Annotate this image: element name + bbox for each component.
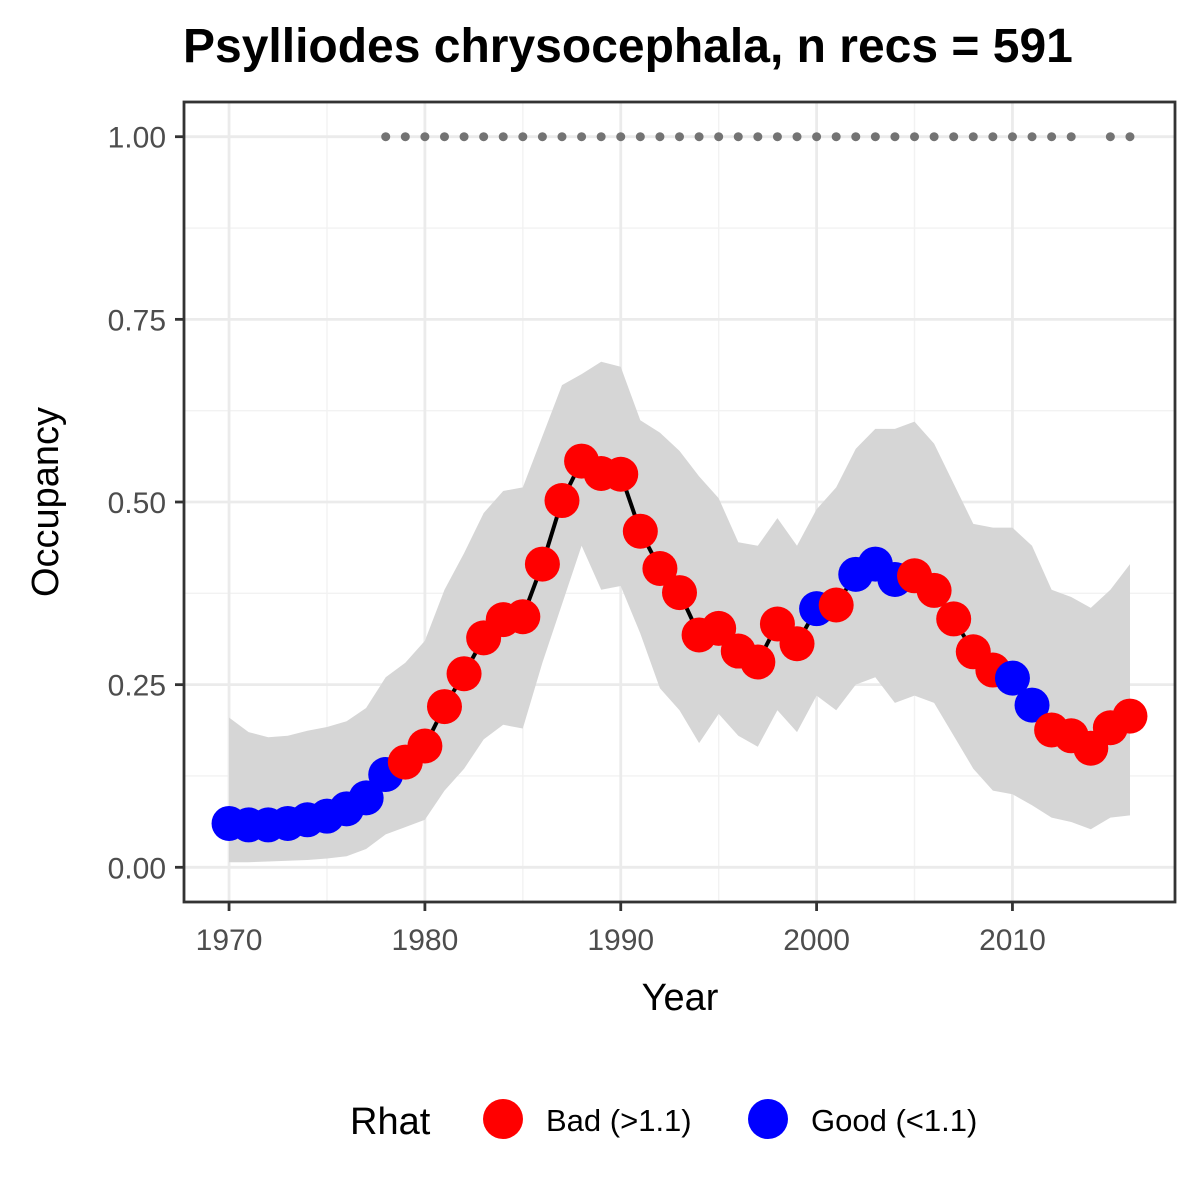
record-marker-2008 (968, 132, 978, 142)
occupancy-point-1997 (740, 644, 776, 680)
credible-interval-ribbon (229, 361, 1130, 863)
x-axis: 1970 1980 1990 2000 2010 (196, 902, 1046, 957)
occupancy-point-1999 (779, 626, 815, 662)
record-marker-1996 (733, 132, 743, 142)
record-marker-2003 (870, 132, 880, 142)
record-marker-2004 (890, 132, 900, 142)
record-marker-1983 (479, 132, 489, 142)
record-marker-1999 (792, 132, 802, 142)
occupancy-point-2010 (994, 660, 1030, 696)
record-marker-2000 (812, 132, 822, 142)
legend-bad-marker (483, 1099, 523, 1139)
y-tick-label: 0.75 (108, 304, 166, 337)
x-tick-label: 1990 (587, 924, 654, 957)
occupancy-point-2007 (936, 601, 972, 637)
record-marker-2010 (1007, 132, 1017, 142)
occupancy-point-1980 (407, 728, 443, 764)
record-marker-2009 (988, 132, 998, 142)
record-marker-2001 (831, 132, 841, 142)
y-tick-label: 0.50 (108, 487, 166, 520)
record-marker-1979 (400, 132, 410, 142)
record-marker-2015 (1105, 132, 1115, 142)
record-marker-1992 (655, 132, 665, 142)
record-marker-1985 (518, 132, 528, 142)
occupancy-point-1992 (642, 550, 678, 586)
record-marker-1991 (635, 132, 645, 142)
record-marker-2016 (1125, 132, 1135, 142)
record-marker-1982 (459, 132, 469, 142)
chart-title: Psylliodes chrysocephala, n recs = 591 (183, 20, 1073, 73)
record-marker-2002 (851, 132, 861, 142)
legend-good-label: Good (<1.1) (811, 1103, 977, 1138)
x-tick-label: 2000 (783, 924, 850, 957)
record-marker-1990 (616, 132, 626, 142)
record-marker-2012 (1047, 132, 1057, 142)
record-marker-2013 (1066, 132, 1076, 142)
occupancy-point-1987 (544, 483, 580, 519)
record-marker-2007 (949, 132, 959, 142)
record-marker-2011 (1027, 132, 1037, 142)
y-tick-label: 0.00 (108, 852, 166, 885)
occupancy-point-1993 (662, 575, 697, 611)
record-marker-1987 (557, 132, 567, 142)
record-marker-1998 (772, 132, 782, 142)
occupancy-point-1981 (426, 689, 462, 725)
record-marker-2006 (929, 132, 939, 142)
occupancy-point-2016 (1112, 698, 1148, 734)
occupancy-point-2011 (1014, 687, 1050, 723)
plot-panel (182, 100, 1177, 904)
record-marker-1994 (694, 132, 704, 142)
occupancy-point-1990 (603, 456, 639, 492)
record-marker-1981 (439, 132, 449, 142)
record-marker-1997 (753, 132, 763, 142)
y-tick-label: 1.00 (108, 122, 166, 155)
y-tick-label: 0.25 (108, 670, 166, 703)
x-tick-label: 2010 (979, 924, 1046, 957)
y-axis: 0.00 0.25 0.50 0.75 1.00 (108, 122, 184, 885)
legend-bad-label: Bad (>1.1) (546, 1103, 692, 1138)
occupancy-point-2001 (818, 587, 854, 623)
x-tick-label: 1980 (392, 924, 459, 957)
record-marker-1989 (596, 132, 606, 142)
occupancy-point-1982 (446, 656, 482, 692)
occupancy-point-1977 (348, 780, 384, 816)
record-marker-1984 (498, 132, 508, 142)
occupancy-point-1991 (622, 513, 658, 549)
legend-title: Rhat (350, 1101, 431, 1143)
occupancy-point-1995 (701, 610, 737, 646)
legend: Rhat Bad (>1.1) Good (<1.1) (350, 1099, 977, 1143)
record-marker-1988 (577, 132, 587, 142)
record-marker-1986 (537, 132, 547, 142)
record-marker-1993 (675, 132, 684, 142)
legend-good-marker (748, 1099, 788, 1139)
occupancy-point-1986 (524, 546, 560, 582)
record-marker-2005 (910, 132, 920, 142)
record-marker-1978 (381, 132, 391, 142)
x-axis-title: Year (642, 977, 719, 1019)
record-marker-1980 (420, 132, 430, 142)
occupancy-point-2006 (916, 572, 952, 608)
y-axis-title: Occupancy (25, 407, 67, 597)
x-tick-label: 1970 (196, 924, 263, 957)
occupancy-point-1985 (505, 599, 541, 635)
record-marker-1995 (714, 132, 724, 142)
